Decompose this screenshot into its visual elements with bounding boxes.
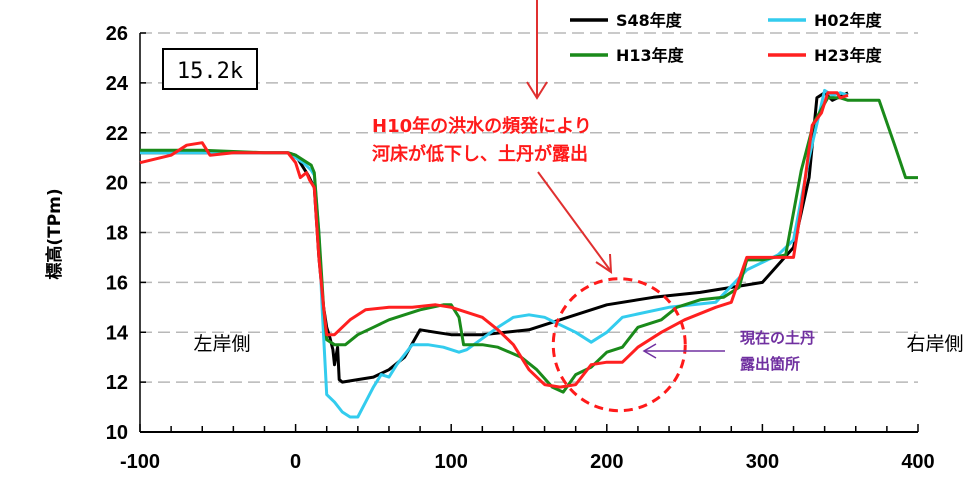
y-gridlines bbox=[140, 32, 918, 383]
highlight-circle bbox=[551, 277, 687, 413]
x-tick-300: 300 bbox=[746, 451, 779, 473]
series-line-3 bbox=[139, 91, 849, 389]
series-lines bbox=[139, 88, 918, 419]
legend-label-1: H02年度 bbox=[814, 11, 883, 30]
left-bank-label: 左岸側 bbox=[193, 333, 250, 355]
purple-arrowhead bbox=[642, 343, 657, 359]
y-tick-10: 10 bbox=[106, 422, 128, 444]
y-tick-16: 16 bbox=[106, 272, 128, 294]
y-tick-labels: 10 12 14 16 18 20 22 24 26 bbox=[106, 23, 129, 444]
x-tick-400: 400 bbox=[901, 451, 934, 473]
y-tick-20: 20 bbox=[106, 173, 128, 195]
x-tick-labels: -100 0 100 200 300 400 bbox=[120, 451, 935, 473]
annotation-red-line1: H10年の洪水の頻発により bbox=[372, 115, 592, 137]
y-tick-18: 18 bbox=[106, 223, 128, 245]
series-line-2 bbox=[140, 96, 918, 394]
annotation-red-line2: 河床が低下し、土丹が露出 bbox=[372, 143, 588, 165]
x-tick--100: -100 bbox=[120, 451, 160, 473]
y-axis-label: 標高(TPm) bbox=[44, 188, 65, 279]
annotation-arrowhead-top bbox=[526, 81, 548, 100]
y-tick-14: 14 bbox=[106, 322, 129, 344]
section-label-box bbox=[162, 48, 258, 90]
legend-label-0: S48年度 bbox=[616, 11, 683, 30]
legend: S48年度 H02年度 H13年度 H23年度 bbox=[570, 11, 883, 65]
right-bank-label: 右岸側 bbox=[906, 333, 963, 355]
y-tick-12: 12 bbox=[106, 372, 128, 394]
x-tick-100: 100 bbox=[435, 451, 468, 473]
plot-frame bbox=[139, 32, 919, 433]
annotation-arrow-diag bbox=[537, 171, 611, 271]
y-tick-24: 24 bbox=[106, 73, 129, 95]
legend-label-3: H23年度 bbox=[814, 46, 883, 65]
x-tick-0: 0 bbox=[290, 451, 301, 473]
legend-label-2: H13年度 bbox=[616, 46, 685, 65]
x-tick-200: 200 bbox=[590, 451, 623, 473]
section-label: 15.2k bbox=[177, 59, 243, 84]
annotation-purple-line2: 露出箇所 bbox=[740, 355, 800, 373]
y-tick-22: 22 bbox=[106, 123, 128, 145]
annotation-purple-line1: 現在の土丹 bbox=[740, 329, 815, 347]
annotation-arrowhead-diag bbox=[595, 253, 613, 274]
y-tick-26: 26 bbox=[106, 23, 128, 45]
